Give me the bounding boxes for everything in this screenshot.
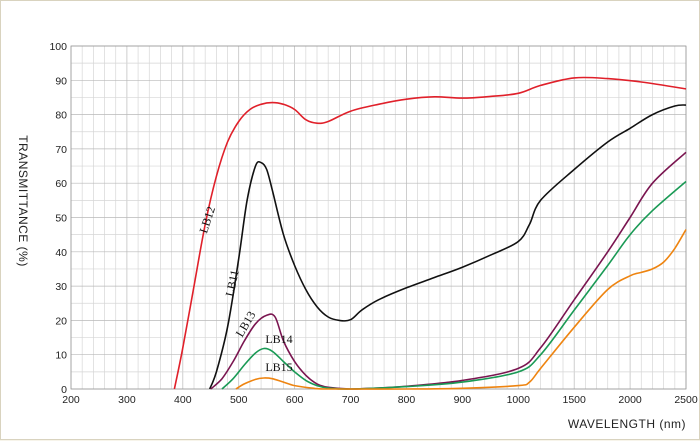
y-tick-label: 40 xyxy=(55,247,67,259)
x-tick-label: 2000 xyxy=(618,394,642,406)
y-tick-label: 0 xyxy=(61,384,67,396)
x-tick-label: 200 xyxy=(62,394,80,406)
y-tick-label: 100 xyxy=(49,41,67,53)
series-layer xyxy=(173,76,687,390)
grid xyxy=(70,45,687,390)
series-line-lb11 xyxy=(208,104,687,390)
x-tick-label: 400 xyxy=(174,394,192,406)
y-tick-label: 10 xyxy=(55,350,67,362)
y-tick-label: 50 xyxy=(55,213,67,225)
x-tick-label: 300 xyxy=(118,394,136,406)
x-tick-label: 700 xyxy=(342,394,360,406)
x-tick-label: 2500 xyxy=(674,394,698,406)
y-tick-label: 60 xyxy=(55,178,67,190)
y-tick-label: 70 xyxy=(55,144,67,156)
series-label-lb15: LB15 xyxy=(265,360,292,374)
y-axis-title: TRANSMITTANCE (%) xyxy=(16,135,30,267)
y-tick-label: 90 xyxy=(55,75,67,87)
series-label-lb11: LB11 xyxy=(222,269,241,298)
x-axis-title: WAVELENGTH (nm) xyxy=(568,417,686,431)
series-label-lb12: LB12 xyxy=(196,205,218,235)
x-tick-label: 900 xyxy=(454,394,472,406)
x-tick-label: 800 xyxy=(398,394,416,406)
x-tick-label: 500 xyxy=(230,394,248,406)
axes: 200 300 400 500 600 700 800 900 1000 1500 2000 2500… xyxy=(49,41,697,406)
x-tick-label: 1000 xyxy=(507,394,531,406)
series-line-lb14 xyxy=(221,180,687,390)
y-tick-label: 80 xyxy=(55,110,67,122)
series-line-lb15 xyxy=(235,229,687,390)
x-tick-label: 1500 xyxy=(563,394,587,406)
series-label-lb14: LB14 xyxy=(265,332,292,346)
y-tick-label: 30 xyxy=(55,281,67,293)
series-line-lb12 xyxy=(173,76,687,390)
series-line-lb13 xyxy=(210,151,687,390)
x-tick-label: 600 xyxy=(286,394,304,406)
y-tick-label: 20 xyxy=(55,315,67,327)
